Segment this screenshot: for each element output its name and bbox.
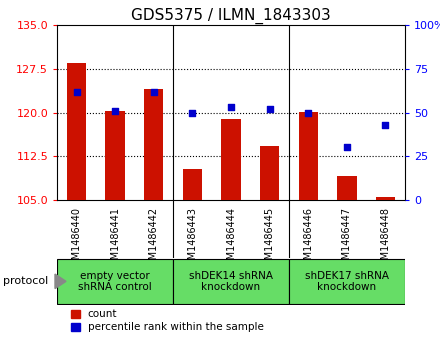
Text: GSM1486442: GSM1486442 [149, 207, 159, 272]
Bar [67, 63, 86, 200]
Text: GSM1486443: GSM1486443 [187, 207, 198, 272]
Text: GSM1486445: GSM1486445 [264, 207, 275, 272]
Bar [260, 146, 279, 200]
Point [343, 144, 350, 150]
Bar [337, 176, 356, 200]
Text: GSM1486440: GSM1486440 [72, 207, 81, 272]
Bar [144, 89, 163, 200]
Point [112, 108, 119, 114]
Text: shDEK14 shRNA
knockdown: shDEK14 shRNA knockdown [189, 270, 273, 292]
Title: GDS5375 / ILMN_1843303: GDS5375 / ILMN_1843303 [131, 8, 331, 24]
Bar [183, 170, 202, 200]
FancyBboxPatch shape [289, 259, 405, 304]
Text: empty vector
shRNA control: empty vector shRNA control [78, 270, 152, 292]
Text: shDEK17 shRNA
knockdown: shDEK17 shRNA knockdown [305, 270, 389, 292]
Point [150, 89, 157, 94]
Text: GSM1486447: GSM1486447 [342, 207, 352, 272]
Text: GSM1486448: GSM1486448 [381, 207, 390, 272]
FancyBboxPatch shape [173, 259, 289, 304]
Point [266, 106, 273, 112]
Text: GSM1486444: GSM1486444 [226, 207, 236, 272]
FancyBboxPatch shape [57, 259, 173, 304]
Point [382, 122, 389, 128]
Bar [299, 112, 318, 200]
Text: protocol: protocol [3, 276, 48, 286]
Point [189, 110, 196, 115]
Point [305, 110, 312, 115]
Point [73, 89, 80, 94]
Text: GSM1486446: GSM1486446 [303, 207, 313, 272]
Legend: count, percentile rank within the sample: count, percentile rank within the sample [71, 309, 264, 333]
Bar [376, 197, 395, 200]
Bar [106, 111, 125, 200]
Point [227, 105, 235, 110]
Bar [221, 119, 241, 200]
Text: GSM1486441: GSM1486441 [110, 207, 120, 272]
